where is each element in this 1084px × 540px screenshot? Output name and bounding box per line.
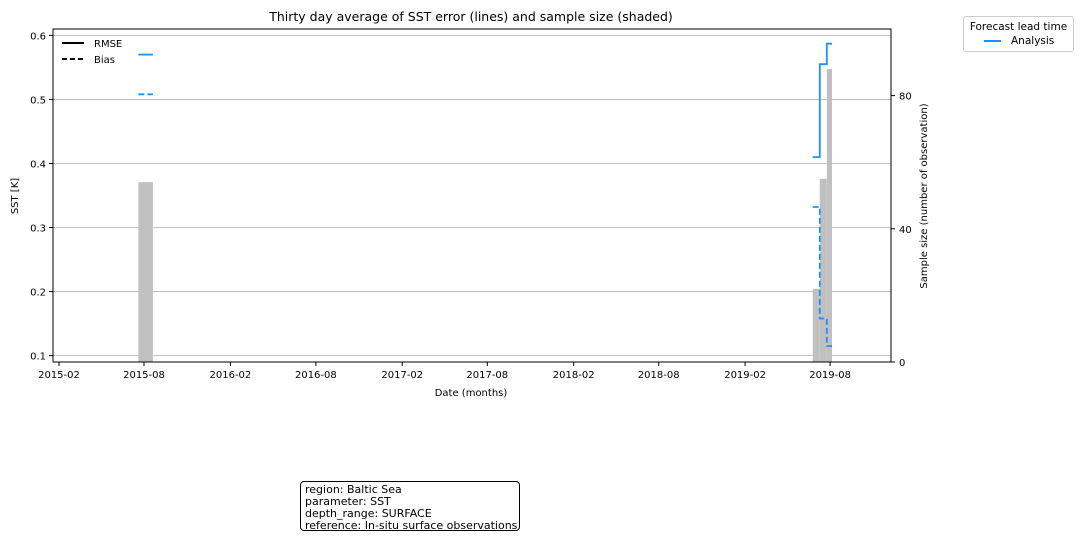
chart-title: Thirty day average of SST error (lines) … bbox=[268, 9, 673, 24]
bias-legend-label: Bias bbox=[94, 55, 115, 66]
x-axis-ticks: 2015-02 2015-08 2016-02 2016-08 2017-02 2017-… bbox=[38, 362, 851, 381]
style-legend: RMSE Bias bbox=[62, 39, 122, 66]
lead-time-legend: Forecast lead time Analysis bbox=[963, 16, 1074, 52]
x-tick-label-8: 2019-02 bbox=[724, 370, 766, 381]
bias-line-segment-1 bbox=[812, 206, 832, 347]
y2-axis-label: Sample size (number of observation) bbox=[919, 103, 930, 288]
info-depth-range: depth_range: SURFACE bbox=[305, 507, 432, 520]
x-tick-label-2: 2016-02 bbox=[210, 370, 252, 381]
rmse-legend-label: RMSE bbox=[94, 39, 122, 50]
x-tick-label-4: 2017-02 bbox=[381, 370, 423, 381]
x-tick-label-1: 2015-08 bbox=[123, 370, 165, 381]
rmse-line-segment-1 bbox=[812, 42, 832, 159]
x-tick-label-0: 2015-02 bbox=[38, 370, 80, 381]
y2-tick-label-0: 0 bbox=[899, 358, 905, 369]
info-parameter: parameter: SST bbox=[305, 495, 391, 508]
info-box: region: Baltic Sea parameter: SST depth_… bbox=[300, 481, 520, 532]
info-reference: reference: In-situ surface observations bbox=[305, 519, 518, 532]
x-tick-label-9: 2019-08 bbox=[809, 370, 851, 381]
error-lines bbox=[138, 42, 832, 347]
y-tick-label-1: 0.2 bbox=[30, 288, 46, 299]
x-tick-label-3: 2016-08 bbox=[295, 370, 337, 381]
y2-tick-label-1: 40 bbox=[899, 225, 912, 236]
sample-size-bar-1 bbox=[812, 288, 820, 362]
sample-size-bar-2 bbox=[819, 178, 827, 362]
sample-size-bar-0 bbox=[138, 182, 153, 362]
lead-time-legend-entry: Analysis bbox=[984, 35, 1073, 47]
grid-lines bbox=[53, 35, 891, 356]
y-axis-label: SST [K] bbox=[10, 178, 21, 214]
x-tick-label-6: 2018-02 bbox=[553, 370, 595, 381]
y2-tick-label-2: 80 bbox=[899, 92, 912, 103]
sample-size-bar-3 bbox=[826, 68, 832, 363]
y-tick-label-2: 0.3 bbox=[30, 224, 46, 235]
lead-time-legend-title: Forecast lead time bbox=[969, 21, 1068, 33]
y-tick-label-4: 0.5 bbox=[30, 95, 46, 106]
y-tick-label-5: 0.6 bbox=[30, 31, 46, 42]
y2-axis-ticks: 0 40 80 bbox=[891, 92, 912, 369]
x-tick-label-7: 2018-08 bbox=[638, 370, 680, 381]
y-axis-ticks: 0.1 0.2 0.3 0.4 0.5 0.6 bbox=[30, 31, 53, 363]
y-tick-label-3: 0.4 bbox=[30, 159, 46, 170]
sample-size-bars bbox=[138, 68, 832, 363]
analysis-legend-label: Analysis bbox=[1011, 35, 1055, 47]
info-region: region: Baltic Sea bbox=[305, 483, 402, 496]
x-tick-label-5: 2017-08 bbox=[466, 370, 508, 381]
y-tick-label-0: 0.1 bbox=[30, 352, 46, 363]
plot-frame bbox=[52, 28, 892, 363]
x-axis-label: Date (months) bbox=[435, 388, 508, 399]
analysis-legend-swatch bbox=[984, 40, 1001, 42]
